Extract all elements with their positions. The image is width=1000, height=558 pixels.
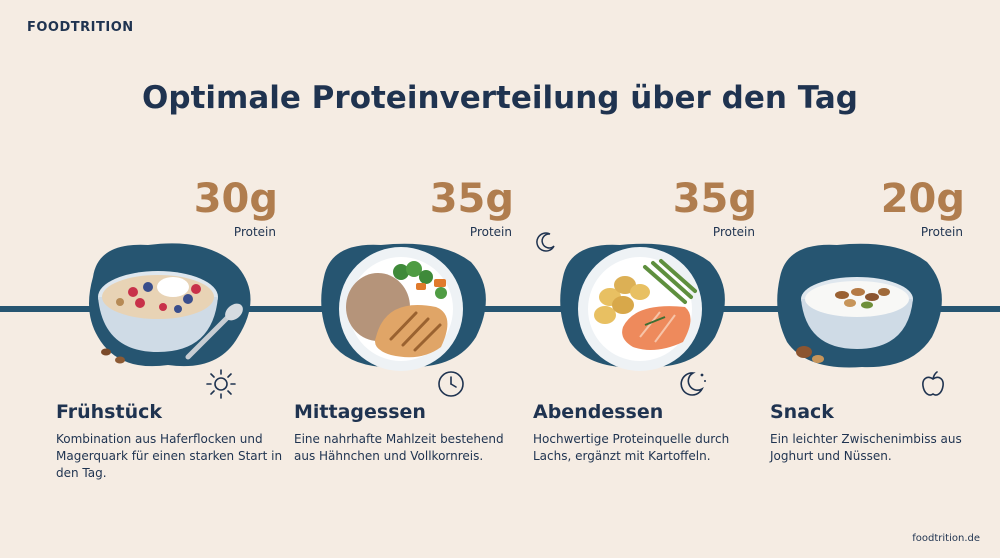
meal-name: Abendessen bbox=[533, 401, 664, 423]
protein-label: Protein bbox=[469, 225, 512, 239]
salmon-potato-plate-image bbox=[560, 243, 725, 371]
protein-label: Protein bbox=[712, 225, 755, 239]
yogurt-nuts-bowl-image bbox=[777, 243, 942, 368]
protein-amount: 30g bbox=[193, 176, 278, 222]
protein-label: Protein bbox=[920, 225, 963, 239]
apple-icon bbox=[922, 371, 944, 396]
meal-card-lunch: 35g Protein Mittagessen Eine nahrhafte M… bbox=[294, 175, 534, 495]
meal-card-breakfast: 30g Protein Frühstück Kombination aus Ha… bbox=[56, 175, 296, 495]
meal-card-dinner: 35g Protein Abendessen Hochwertige Prote… bbox=[533, 175, 773, 495]
meal-description: Ein leichter Zwischenimbiss aus Joghurt … bbox=[770, 432, 962, 463]
protein-label: Protein bbox=[233, 225, 276, 239]
sun-icon bbox=[206, 369, 236, 399]
timeline-bar bbox=[0, 306, 1000, 312]
protein-amount: 20g bbox=[880, 176, 965, 222]
footer-url: foodtrition.de bbox=[912, 533, 980, 544]
chicken-rice-plate-image bbox=[321, 243, 486, 371]
meal-name: Mittagessen bbox=[294, 401, 426, 423]
brand-logo: FOODTRITION bbox=[27, 20, 134, 35]
moon-decoration-icon bbox=[536, 232, 555, 252]
meal-description: Eine nahrhafte Mahlzeit bestehend aus Hä… bbox=[294, 432, 504, 463]
protein-amount: 35g bbox=[672, 176, 757, 222]
page-title: Optimale Proteinverteilung über den Tag bbox=[142, 80, 858, 116]
clock-icon bbox=[438, 371, 464, 397]
moon-icon bbox=[680, 372, 706, 396]
meal-description: Hochwertige Proteinquelle durch Lachs, e… bbox=[533, 432, 730, 463]
meal-name: Snack bbox=[770, 401, 834, 423]
meal-name: Frühstück bbox=[56, 401, 163, 423]
oatmeal-bowl-image bbox=[89, 243, 251, 367]
meal-card-snack: 20g Protein Snack Ein leichter Zwischeni… bbox=[770, 175, 1000, 495]
meal-description: Kombination aus Haferflocken und Magerqu… bbox=[56, 432, 283, 480]
protein-amount: 35g bbox=[429, 176, 514, 222]
